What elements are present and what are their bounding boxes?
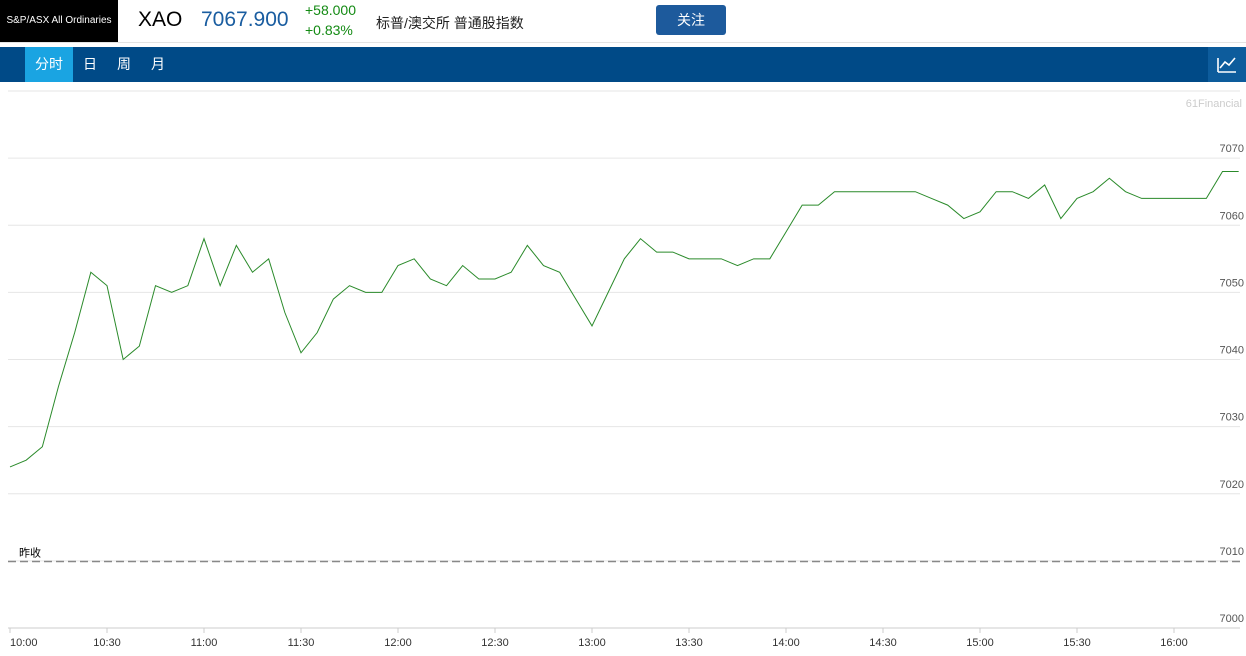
change: +58.000 (305, 2, 356, 18)
tab[interactable]: 月 (151, 56, 165, 72)
x-tick-label: 13:00 (578, 637, 606, 649)
index-name: 标普/澳交所 普通股指数 (376, 15, 524, 31)
x-tick-label: 12:00 (384, 637, 412, 649)
chart-icon[interactable] (1208, 47, 1246, 82)
x-tick-label: 16:00 (1160, 637, 1188, 649)
x-tick-label: 12:30 (481, 637, 509, 649)
reference-label: 昨收 (19, 546, 41, 560)
chart: 61Financial 7000 7010 7020 7030 7040 7050 7060… (8, 90, 1244, 649)
header: S&P/ASX All Ordinaries XAO 7067.900 +58.… (0, 0, 1246, 43)
y-tick-label: 7060 (1220, 210, 1244, 222)
y-tick-label: 7010 (1220, 546, 1244, 558)
logo: S&P/ASX All Ordinaries (0, 0, 118, 42)
x-tick-label: 10:00 (10, 637, 38, 649)
symbol: XAO (138, 8, 183, 31)
change-pct: +0.83% (305, 22, 353, 38)
x-tick-label: 14:00 (772, 637, 800, 649)
y-tick-label: 7020 (1220, 479, 1244, 491)
x-tick-label: 10:30 (93, 637, 121, 649)
price-line (9, 171, 1239, 468)
y-tick-label: 7070 (1220, 143, 1244, 155)
x-tick-label: 15:00 (966, 637, 994, 649)
x-tick-label: 13:30 (675, 637, 703, 649)
x-tick-label: 11:00 (191, 637, 218, 649)
y-tick-label: 7030 (1220, 412, 1244, 424)
y-tick-label: 7050 (1220, 277, 1244, 289)
watermark: 61Financial (1186, 98, 1242, 110)
tab[interactable]: 日 (83, 56, 97, 72)
follow-button[interactable]: 关注 (656, 5, 726, 35)
x-tick-label: 14:30 (869, 637, 897, 649)
tab-bar: 分时日 周 月 (0, 47, 1246, 82)
y-tick-label: 7000 (1220, 613, 1244, 625)
icon (1217, 57, 1236, 73)
price: 7067.900 (201, 8, 289, 31)
x-tick-label: 15:30 (1063, 637, 1091, 649)
x-tick-label: 11:30 (288, 637, 315, 649)
y-tick-label: 7040 (1220, 345, 1244, 357)
tab[interactable]: 分时 (25, 47, 73, 82)
tab[interactable]: 周 (117, 56, 131, 72)
